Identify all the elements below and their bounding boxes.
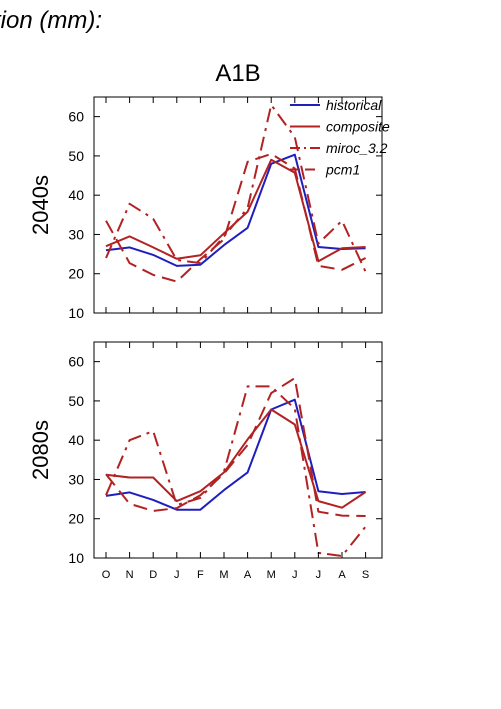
y-tick-label: 40 (68, 432, 84, 448)
y-tick-label: 30 (68, 471, 84, 487)
panel-2080s: 10 20 30 40 50 60 O N D J F M A M J J A S 2080s (28, 341, 383, 581)
x-tick-label: A (338, 569, 346, 581)
panel-2040s: 10 20 30 40 50 60 2040s historical composite miro… (28, 96, 390, 321)
y-tick-label: 10 (68, 550, 84, 566)
series-line-miroc-3-2 (105, 385, 367, 557)
scenario-label: A1B (215, 60, 260, 87)
figure-title: tion (mm): (0, 7, 102, 34)
legend: historical composite miroc_3.2 pcm1 (290, 97, 390, 178)
y-tick-label: 60 (68, 354, 84, 370)
plot-frame (93, 341, 383, 559)
x-tick-label: M (219, 569, 228, 581)
y-tick-label: 60 (68, 109, 84, 125)
panel-label: 2040s (28, 175, 53, 235)
x-tick-label: A (244, 569, 252, 581)
legend-entry: miroc_3.2 (326, 140, 388, 156)
legend-entry: composite (326, 119, 390, 135)
x-tick-label: N (126, 569, 134, 581)
x-tick-label: M (267, 569, 276, 581)
x-tick-label: J (316, 569, 322, 581)
y-tick-label: 20 (68, 266, 84, 282)
x-tick-label: D (149, 569, 157, 581)
plot-frame (93, 96, 383, 314)
x-tick-label: S (362, 569, 369, 581)
y-tick-label: 30 (68, 226, 84, 242)
legend-entry: historical (326, 97, 382, 113)
series-line-pcm1 (105, 152, 367, 283)
legend-entry: pcm1 (325, 162, 360, 178)
x-tick-label: O (102, 569, 111, 581)
series-line-miroc-3-2 (105, 103, 367, 273)
y-tick-label: 20 (68, 511, 84, 527)
series-line-pcm1 (105, 377, 366, 517)
series-line-historical (105, 153, 366, 267)
y-tick-label: 10 (68, 305, 84, 321)
x-tick-label: F (197, 569, 204, 581)
y-tick-label: 50 (68, 393, 84, 409)
x-tick-label: J (292, 569, 298, 581)
y-tick-label: 40 (68, 187, 84, 203)
series-line-composite (105, 408, 367, 509)
x-tick-label: J (174, 569, 180, 581)
y-tick-label: 50 (68, 148, 84, 164)
panel-label: 2080s (28, 420, 53, 480)
series-line-historical (105, 398, 366, 511)
